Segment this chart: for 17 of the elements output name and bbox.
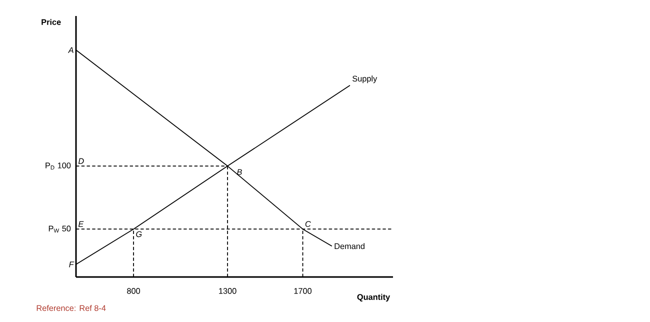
annotation: D [78,158,84,164]
annotation: G [136,231,142,238]
y-tick-label: P$_{W}$ 50 [48,226,71,233]
annotation: A [68,47,74,53]
annotation: F [69,262,74,268]
y-tick-label: P$_{D}$ 100 [46,162,71,170]
x-axis-title: Quantity [357,294,390,302]
x-tick-label: 800 [127,288,140,294]
x-tick-label: 1700 [294,288,312,294]
x-tick-label: 1300 [219,288,236,294]
annotation: C [305,221,311,227]
series-label: Demand [334,243,364,250]
series-label: Supply [352,76,378,84]
text: Reference: Ref 8-4 [36,305,106,311]
annotation: B [237,169,242,175]
y-axis-title: Price [42,18,61,25]
annotation: E [78,221,84,227]
